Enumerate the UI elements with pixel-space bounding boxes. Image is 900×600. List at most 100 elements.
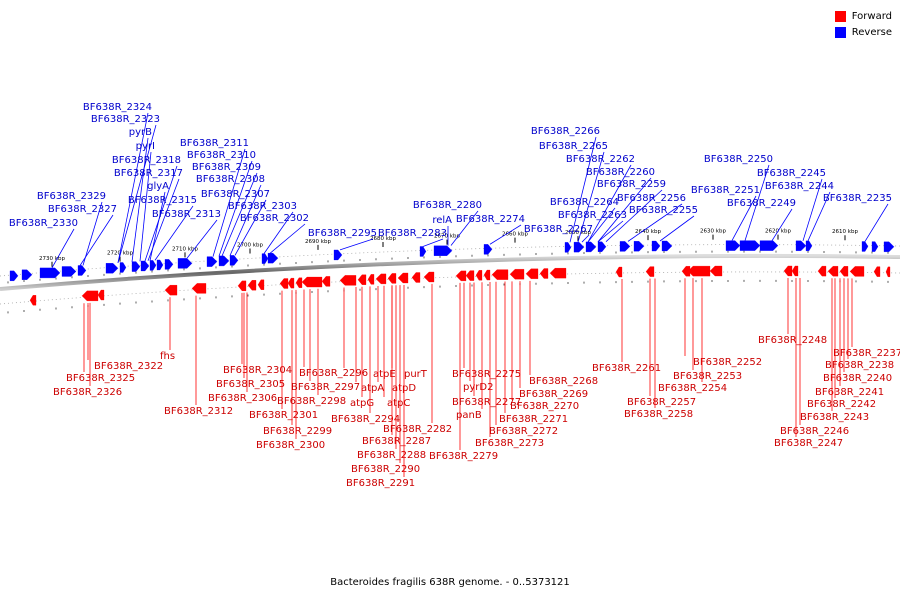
reverse-gene-arrow[interactable] (739, 240, 761, 251)
reverse-gene-arrow[interactable] (119, 262, 127, 273)
forward-gene-arrow[interactable] (455, 270, 467, 282)
forward-gene-arrow[interactable] (301, 276, 323, 288)
reverse-gene-arrow[interactable] (433, 245, 453, 256)
forward-gene-arrow[interactable] (645, 266, 655, 277)
tick-label: 2640 kbp (635, 229, 661, 235)
forward-gene-arrow[interactable] (483, 269, 491, 281)
label-connector (807, 191, 831, 242)
reverse-gene-arrow[interactable] (9, 270, 19, 281)
forward-gene-arrow[interactable] (397, 272, 409, 284)
reverse-gene-arrow[interactable] (21, 269, 33, 280)
forward-gene-arrow[interactable] (279, 278, 289, 289)
forward-gene-arrow[interactable] (817, 265, 827, 277)
label-connector (149, 191, 166, 261)
label-connector (234, 199, 267, 256)
reverse-gene-arrow[interactable] (149, 260, 157, 271)
reverse-gene-label: BF638R_2317 (114, 168, 183, 179)
reverse-gene-arrow[interactable] (883, 241, 895, 252)
reverse-gene-arrow[interactable] (585, 241, 597, 253)
forward-gene-arrow[interactable] (29, 295, 37, 306)
reverse-gene-arrow[interactable] (419, 246, 427, 257)
reverse-gene-arrow[interactable] (177, 258, 193, 269)
tick-label: 2670 kbp (434, 234, 460, 240)
tick-label: 2620 kbp (765, 229, 791, 235)
forward-gene-arrow[interactable] (357, 274, 367, 285)
forward-gene-arrow[interactable] (687, 265, 711, 277)
reverse-gene-label: relA (432, 215, 452, 226)
forward-gene-arrow[interactable] (839, 266, 849, 277)
forward-gene-arrow[interactable] (549, 268, 567, 279)
reverse-gene-arrow[interactable] (661, 240, 673, 252)
reverse-gene-label: BF638R_2318 (112, 155, 181, 166)
forward-gene-label: BF638R_2240 (823, 373, 892, 384)
reverse-gene-arrow[interactable] (61, 266, 77, 277)
forward-gene-arrow[interactable] (709, 265, 723, 277)
reverse-gene-arrow[interactable] (759, 240, 779, 251)
forward-gene-arrow[interactable] (257, 279, 265, 290)
forward-gene-arrow[interactable] (367, 274, 375, 285)
reverse-gene-arrow[interactable] (206, 256, 218, 267)
forward-gene-arrow[interactable] (247, 280, 257, 291)
forward-gene-arrow[interactable] (411, 272, 421, 283)
reverse-gene-arrow[interactable] (573, 241, 585, 253)
reverse-gene-arrow[interactable] (105, 263, 119, 274)
forward-gene-arrow[interactable] (81, 290, 99, 301)
reverse-gene-track (9, 240, 895, 281)
forward-gene-label: BF638R_2243 (800, 412, 869, 423)
reverse-gene-arrow[interactable] (164, 259, 174, 270)
tick-label: 2650 kbp (565, 230, 591, 236)
reverse-gene-arrow[interactable] (39, 267, 61, 279)
forward-gene-arrow[interactable] (164, 285, 178, 296)
forward-gene-arrow[interactable] (539, 268, 549, 279)
reverse-gene-arrow[interactable] (564, 242, 572, 253)
forward-gene-arrow[interactable] (827, 266, 839, 277)
reverse-gene-arrow[interactable] (633, 241, 645, 252)
forward-gene-arrow[interactable] (97, 289, 105, 301)
forward-gene-arrow[interactable] (465, 270, 475, 281)
forward-gene-arrow[interactable] (475, 270, 483, 281)
forward-gene-arrow[interactable] (339, 275, 357, 286)
reverse-gene-arrow[interactable] (229, 255, 239, 266)
reverse-gene-arrow[interactable] (333, 249, 343, 261)
forward-gene-label: BF638R_2248 (758, 335, 827, 346)
forward-gene-arrow[interactable] (681, 266, 691, 277)
reverse-gene-arrow[interactable] (805, 240, 813, 252)
label-connector (581, 234, 590, 243)
reverse-gene-arrow[interactable] (619, 241, 631, 252)
forward-gene-arrow[interactable] (321, 276, 331, 287)
forward-gene-arrow[interactable] (287, 277, 295, 289)
forward-gene-arrow[interactable] (791, 265, 799, 277)
label-connector (144, 165, 178, 262)
reverse-gene-arrow[interactable] (77, 265, 87, 276)
forward-gene-arrow[interactable] (525, 268, 539, 279)
reverse-gene-arrow[interactable] (795, 240, 807, 251)
reverse-gene-arrow[interactable] (871, 241, 879, 252)
reverse-gene-arrow[interactable] (131, 261, 141, 272)
reverse-gene-arrow[interactable] (218, 255, 230, 267)
forward-gene-arrow[interactable] (375, 273, 387, 285)
forward-gene-arrow[interactable] (191, 283, 207, 294)
forward-gene-label: fhs (160, 351, 175, 362)
reverse-gene-arrow[interactable] (597, 241, 607, 252)
reverse-gene-arrow[interactable] (261, 253, 269, 264)
forward-gene-arrow[interactable] (237, 280, 247, 291)
forward-gene-arrow[interactable] (491, 269, 509, 280)
forward-gene-arrow[interactable] (423, 271, 435, 283)
reverse-gene-arrow[interactable] (483, 244, 493, 255)
reverse-gene-arrow[interactable] (861, 241, 869, 252)
reverse-gene-arrow[interactable] (267, 253, 279, 264)
label-connector (339, 238, 374, 251)
forward-gene-arrow[interactable] (509, 269, 525, 280)
forward-gene-arrow[interactable] (873, 266, 881, 277)
forward-gene-arrow[interactable] (849, 266, 865, 277)
forward-gene-arrow[interactable] (387, 273, 397, 284)
reverse-gene-arrow[interactable] (725, 240, 741, 251)
forward-gene-arrow[interactable] (885, 266, 891, 277)
reverse-gene-arrow[interactable] (156, 259, 164, 271)
reverse-gene-arrow[interactable] (140, 260, 150, 272)
reverse-gene-arrow[interactable] (651, 240, 661, 252)
forward-gene-arrow[interactable] (615, 266, 623, 278)
forward-gene-arrow[interactable] (783, 265, 793, 277)
label-connector (139, 151, 152, 262)
forward-gene-arrow[interactable] (295, 277, 303, 288)
